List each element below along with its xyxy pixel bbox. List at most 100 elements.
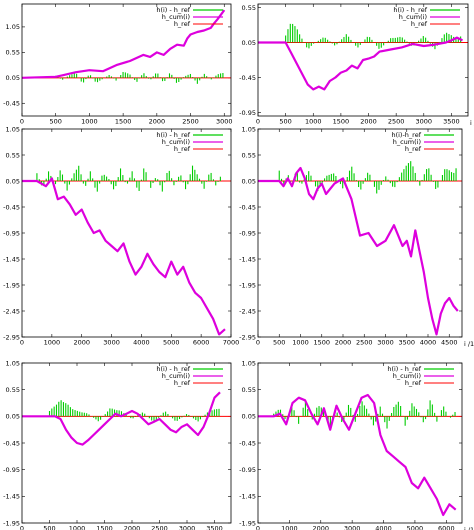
plot-area — [22, 165, 231, 336]
y-tick-label: -1.95 — [239, 281, 256, 289]
y-tick-label: -0.95 — [239, 466, 256, 474]
legend-label: h(i) - h_ref — [156, 365, 190, 373]
chart-panel-1: 1.05 0.55 0.05 -0.45 0 500 1000 1500 2000 2500 300… — [3, 3, 233, 126]
y-tick-label: -0.95 — [3, 466, 20, 474]
y-tick-label: 0.05 — [242, 39, 256, 47]
plot-area — [258, 23, 468, 91]
x-tick-label: 0 — [20, 118, 24, 126]
x-tick-label: 2000 — [149, 118, 166, 126]
x-tick-label: 1500 — [96, 525, 113, 530]
legend-label: h_cum(i) — [399, 13, 427, 21]
x-axis-label: i /10 — [464, 526, 474, 530]
x-tick-label: 3000 — [103, 339, 120, 347]
h-cum-line — [22, 391, 221, 446]
y-tick-label: 1.05 — [6, 359, 20, 367]
x-tick-label: 1000 — [292, 339, 309, 347]
x-axis-label: i /10 — [470, 119, 474, 127]
x-tick-label: 2000 — [335, 339, 352, 347]
x-tick-label: 500 — [49, 118, 61, 126]
y-tick-label: 0.55 — [6, 49, 20, 57]
x-tick-label: 3000 — [416, 118, 433, 126]
y-tick-label: -0.45 — [3, 439, 20, 447]
legend-label: h(i) - h_ref — [387, 365, 421, 373]
legend-label: h_cum(i) — [162, 372, 190, 380]
legend-label: h_ref — [174, 379, 191, 387]
x-tick-label: 5000 — [407, 525, 424, 530]
y-tick-label: -2.45 — [239, 307, 256, 315]
h-cum-line — [22, 177, 226, 336]
legend-label: h_cum(i) — [393, 372, 421, 380]
legend-label: h_ref — [174, 145, 191, 153]
x-tick-label: 3500 — [443, 118, 460, 126]
x-tick-label: 0 — [256, 339, 260, 347]
plot-area — [22, 391, 231, 446]
h-cum-line — [258, 166, 459, 336]
x-tick-label: 1500 — [115, 118, 132, 126]
plot-frame — [257, 362, 463, 524]
legend-label: h(i) - h_ref — [156, 131, 190, 139]
chart-panel-2: 0.55 0.05 -0.45 -0.950 500 1000 1500 2000 2500 30… — [239, 3, 474, 127]
legend-label: h_ref — [405, 145, 422, 153]
x-tick-label: 2000 — [124, 525, 141, 530]
x-tick-label: 2000 — [360, 118, 377, 126]
plot-frame — [21, 128, 232, 338]
y-tick-label: -2.45 — [3, 307, 20, 315]
y-tick-label: -1.95 — [3, 519, 20, 527]
x-tick-label: 500 — [43, 525, 55, 530]
x-tick-label: 2500 — [388, 118, 405, 126]
x-tick-label: 1000 — [305, 118, 322, 126]
legend-label: h(i) - h_ref — [393, 6, 427, 14]
h-cum-line — [22, 9, 226, 79]
y-tick-label: 1.05 — [242, 359, 256, 367]
x-tick-label: 2500 — [151, 525, 168, 530]
y-tick-label: -1.95 — [3, 281, 20, 289]
x-tick-label: 1500 — [313, 339, 330, 347]
legend-label: h_ref — [411, 20, 428, 28]
x-tick-label: 3000 — [377, 339, 394, 347]
x-tick-label: 1000 — [281, 525, 298, 530]
plot-frame — [257, 128, 463, 338]
plot-area — [22, 9, 231, 84]
y-tick-label: -1.45 — [239, 255, 256, 263]
chart-panel-6: 1.05 0.55 0.05 -0.45 -0.95 -1.45 -1.950 1000 200… — [239, 359, 474, 530]
y-tick-label: 0.55 — [242, 4, 256, 12]
x-tick-label: 0 — [20, 525, 24, 530]
y-tick-label: -0.95 — [3, 229, 20, 237]
x-tick-label: 0 — [20, 339, 24, 347]
chart-panel-4: 1.05 0.55 0.05 -0.45 -0.95 -1.45 -1.95 -2.45 -2.… — [239, 125, 474, 348]
x-tick-label: 0 — [256, 118, 260, 126]
legend-label: h_ref — [174, 20, 191, 28]
y-tick-label: 0.55 — [242, 386, 256, 394]
y-tick-label: -0.45 — [3, 100, 20, 108]
y-tick-label: -2.95 — [239, 333, 256, 341]
x-tick-label: 3000 — [179, 525, 196, 530]
x-tick-label: 7000 — [223, 339, 240, 347]
y-tick-label: 1.05 — [6, 125, 20, 133]
legend-label: h_cum(i) — [162, 138, 190, 146]
legend-label: h(i) - h_ref — [156, 6, 190, 14]
y-tick-label: 1.05 — [6, 23, 20, 31]
plot-frame — [257, 3, 469, 117]
y-tick-label: 0.55 — [242, 151, 256, 159]
y-tick-label: -0.45 — [239, 203, 256, 211]
y-tick-label: 1.05 — [242, 125, 256, 133]
x-tick-label: 1000 — [69, 525, 86, 530]
y-tick-label: -1.45 — [3, 255, 20, 263]
x-tick-label: 1000 — [81, 118, 98, 126]
y-tick-label: 0.05 — [6, 413, 20, 421]
x-tick-label: 4000 — [420, 339, 437, 347]
y-tick-label: -0.45 — [239, 74, 256, 82]
x-tick-label: 6000 — [438, 525, 455, 530]
legend-label: h_ref — [405, 379, 422, 387]
y-tick-label: 0.05 — [242, 413, 256, 421]
x-tick-label: 2000 — [73, 339, 90, 347]
y-tick-label: -0.45 — [239, 439, 256, 447]
x-tick-label: 5000 — [163, 339, 180, 347]
x-tick-label: 2500 — [356, 339, 373, 347]
x-tick-label: 6000 — [193, 339, 210, 347]
chart-panel-5: 1.05 0.55 0.05 -0.45 -0.95 -1.45 -1.950 500 1000… — [3, 359, 232, 530]
y-tick-label: 0.05 — [6, 177, 20, 185]
x-tick-label: 4000 — [375, 525, 392, 530]
h-cum-line — [258, 36, 463, 91]
